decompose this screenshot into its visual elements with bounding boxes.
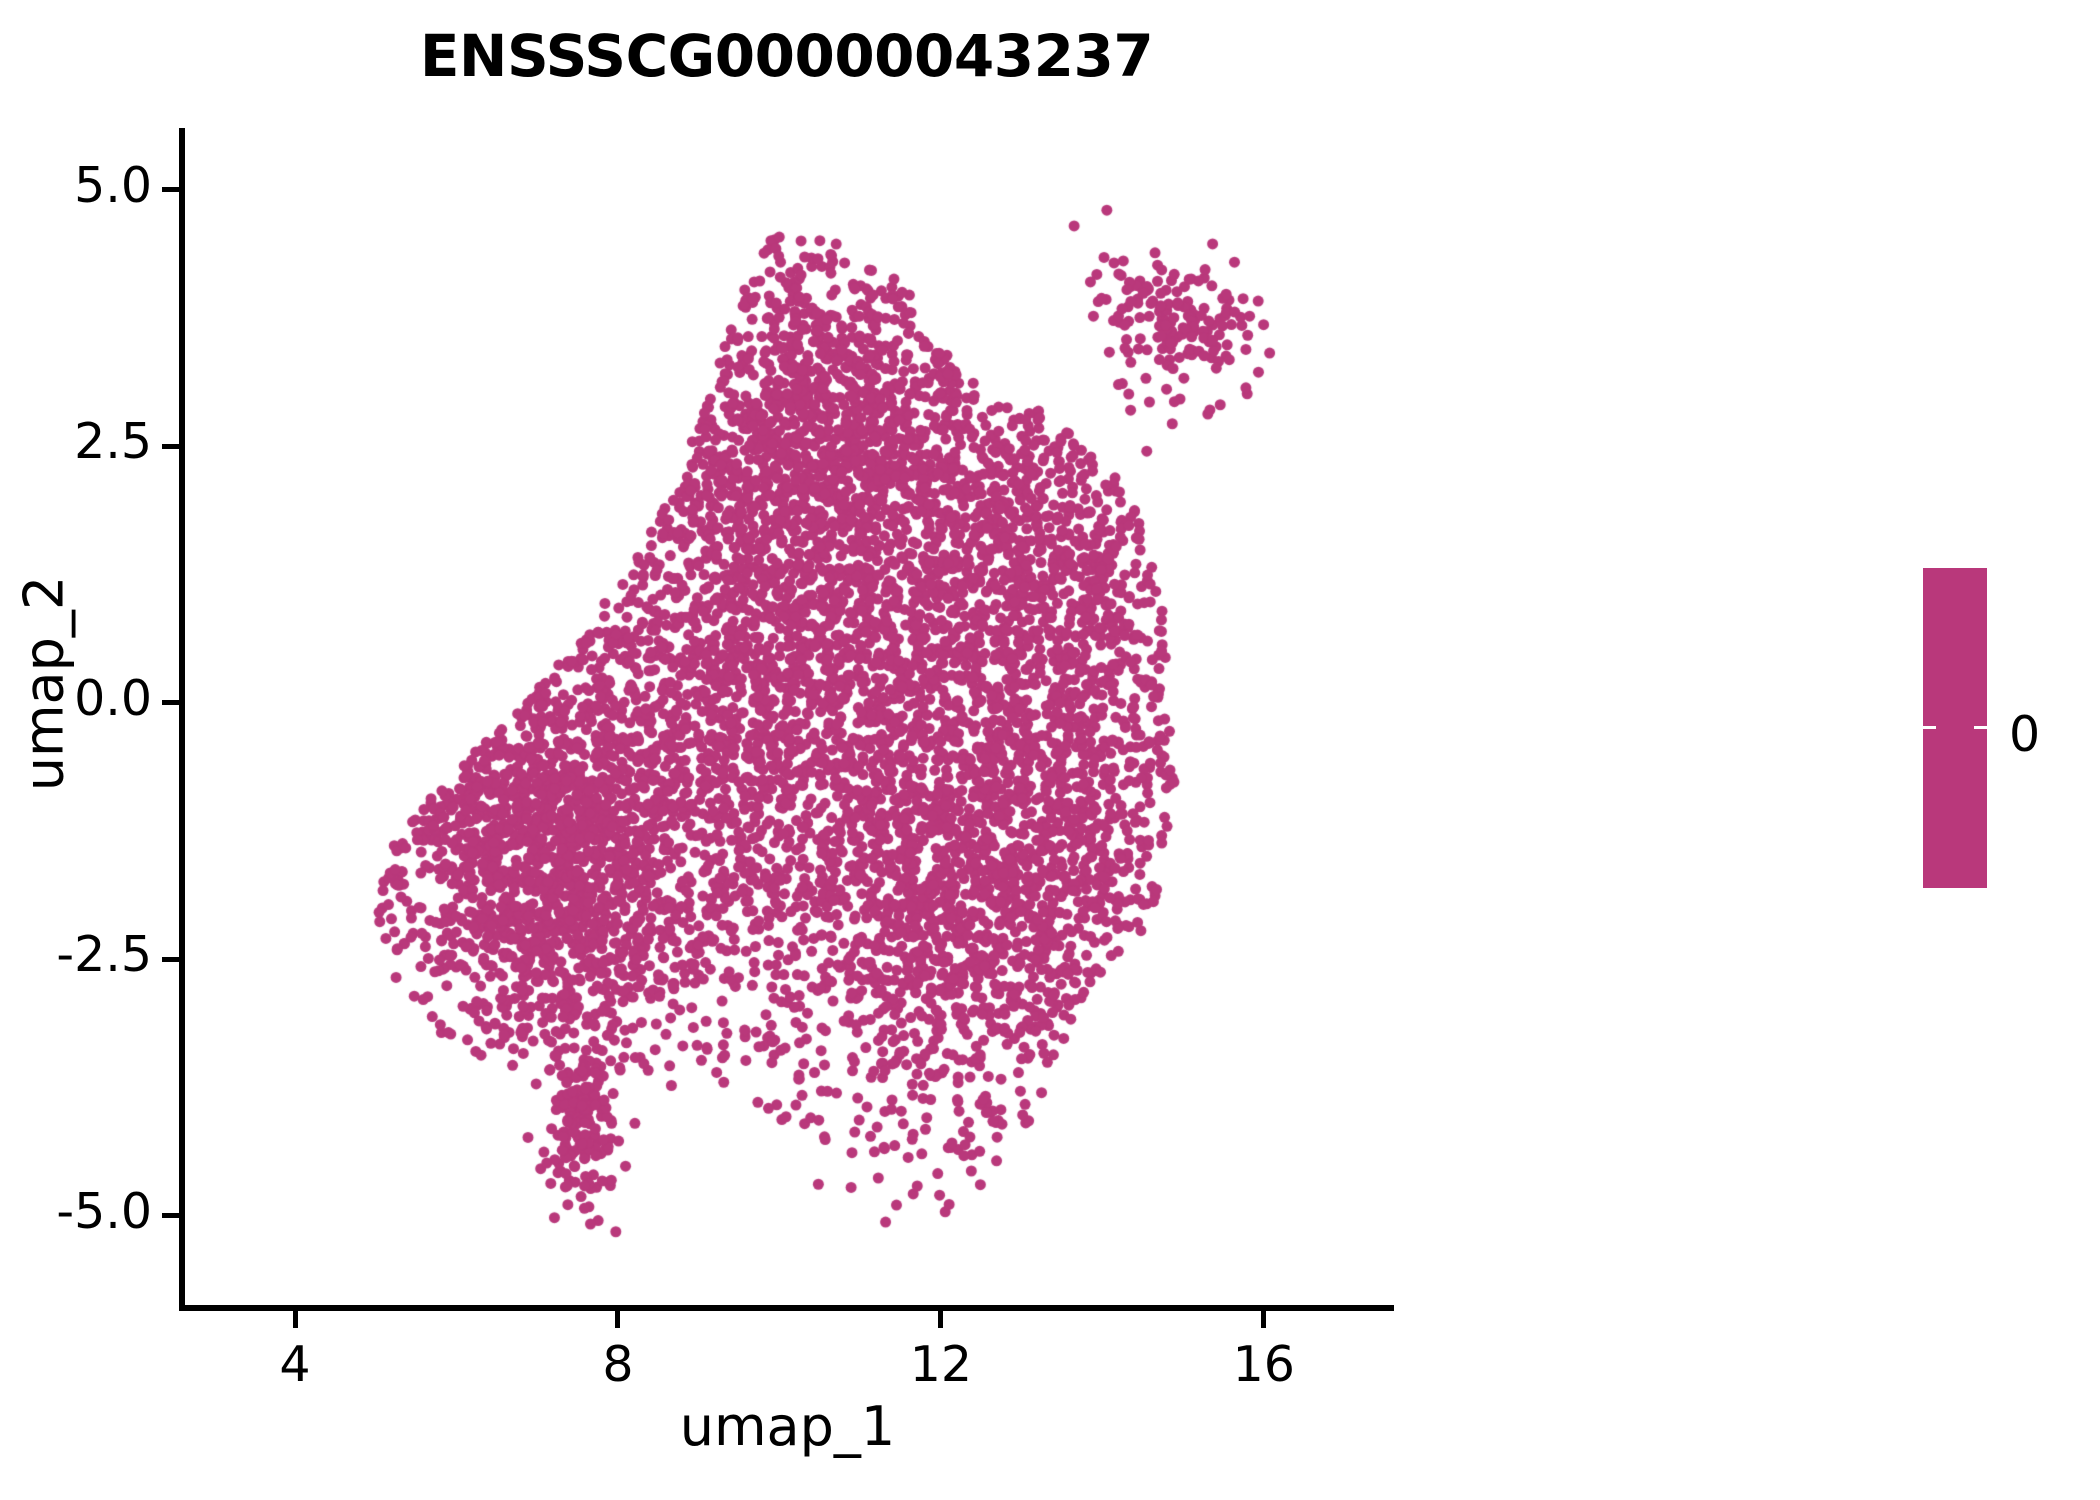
colorbar-tick-right: [1974, 726, 1987, 729]
x-tick-label: 8: [602, 1336, 634, 1393]
y-tick-label: -5.0: [56, 1182, 152, 1240]
y-axis-label: umap_2: [12, 575, 76, 792]
x-tick-mark: [1261, 1311, 1267, 1328]
x-tick-mark: [938, 1311, 944, 1328]
x-tick-label: 12: [909, 1336, 973, 1393]
y-tick-mark: [162, 187, 179, 193]
y-tick-label: 2.5: [74, 413, 152, 471]
y-tick-label: -2.5: [56, 926, 152, 984]
x-axis-spine: [179, 1305, 1394, 1311]
y-tick-mark: [162, 700, 179, 706]
x-axis-label: umap_1: [679, 1395, 896, 1458]
page-title: ENSSSCG00000043237: [419, 22, 1154, 90]
y-tick-label: 5.0: [74, 156, 152, 214]
y-tick-mark: [162, 956, 179, 962]
colorbar: 0: [1923, 568, 2083, 888]
y-tick-mark: [162, 1213, 179, 1219]
umap-scatter-plot: [182, 128, 1393, 1308]
y-axis-spine: [179, 128, 185, 1310]
colorbar-tick-left: [1923, 726, 1936, 729]
colorbar-tick-label: 0: [2009, 706, 2041, 763]
y-tick-label: 0.0: [74, 669, 152, 727]
y-tick-mark: [162, 443, 179, 449]
x-tick-mark: [615, 1311, 621, 1328]
x-tick-label: 4: [279, 1336, 311, 1393]
plot-axes-area: [182, 128, 1393, 1308]
x-tick-label: 16: [1232, 1336, 1295, 1393]
x-tick-mark: [292, 1311, 298, 1328]
